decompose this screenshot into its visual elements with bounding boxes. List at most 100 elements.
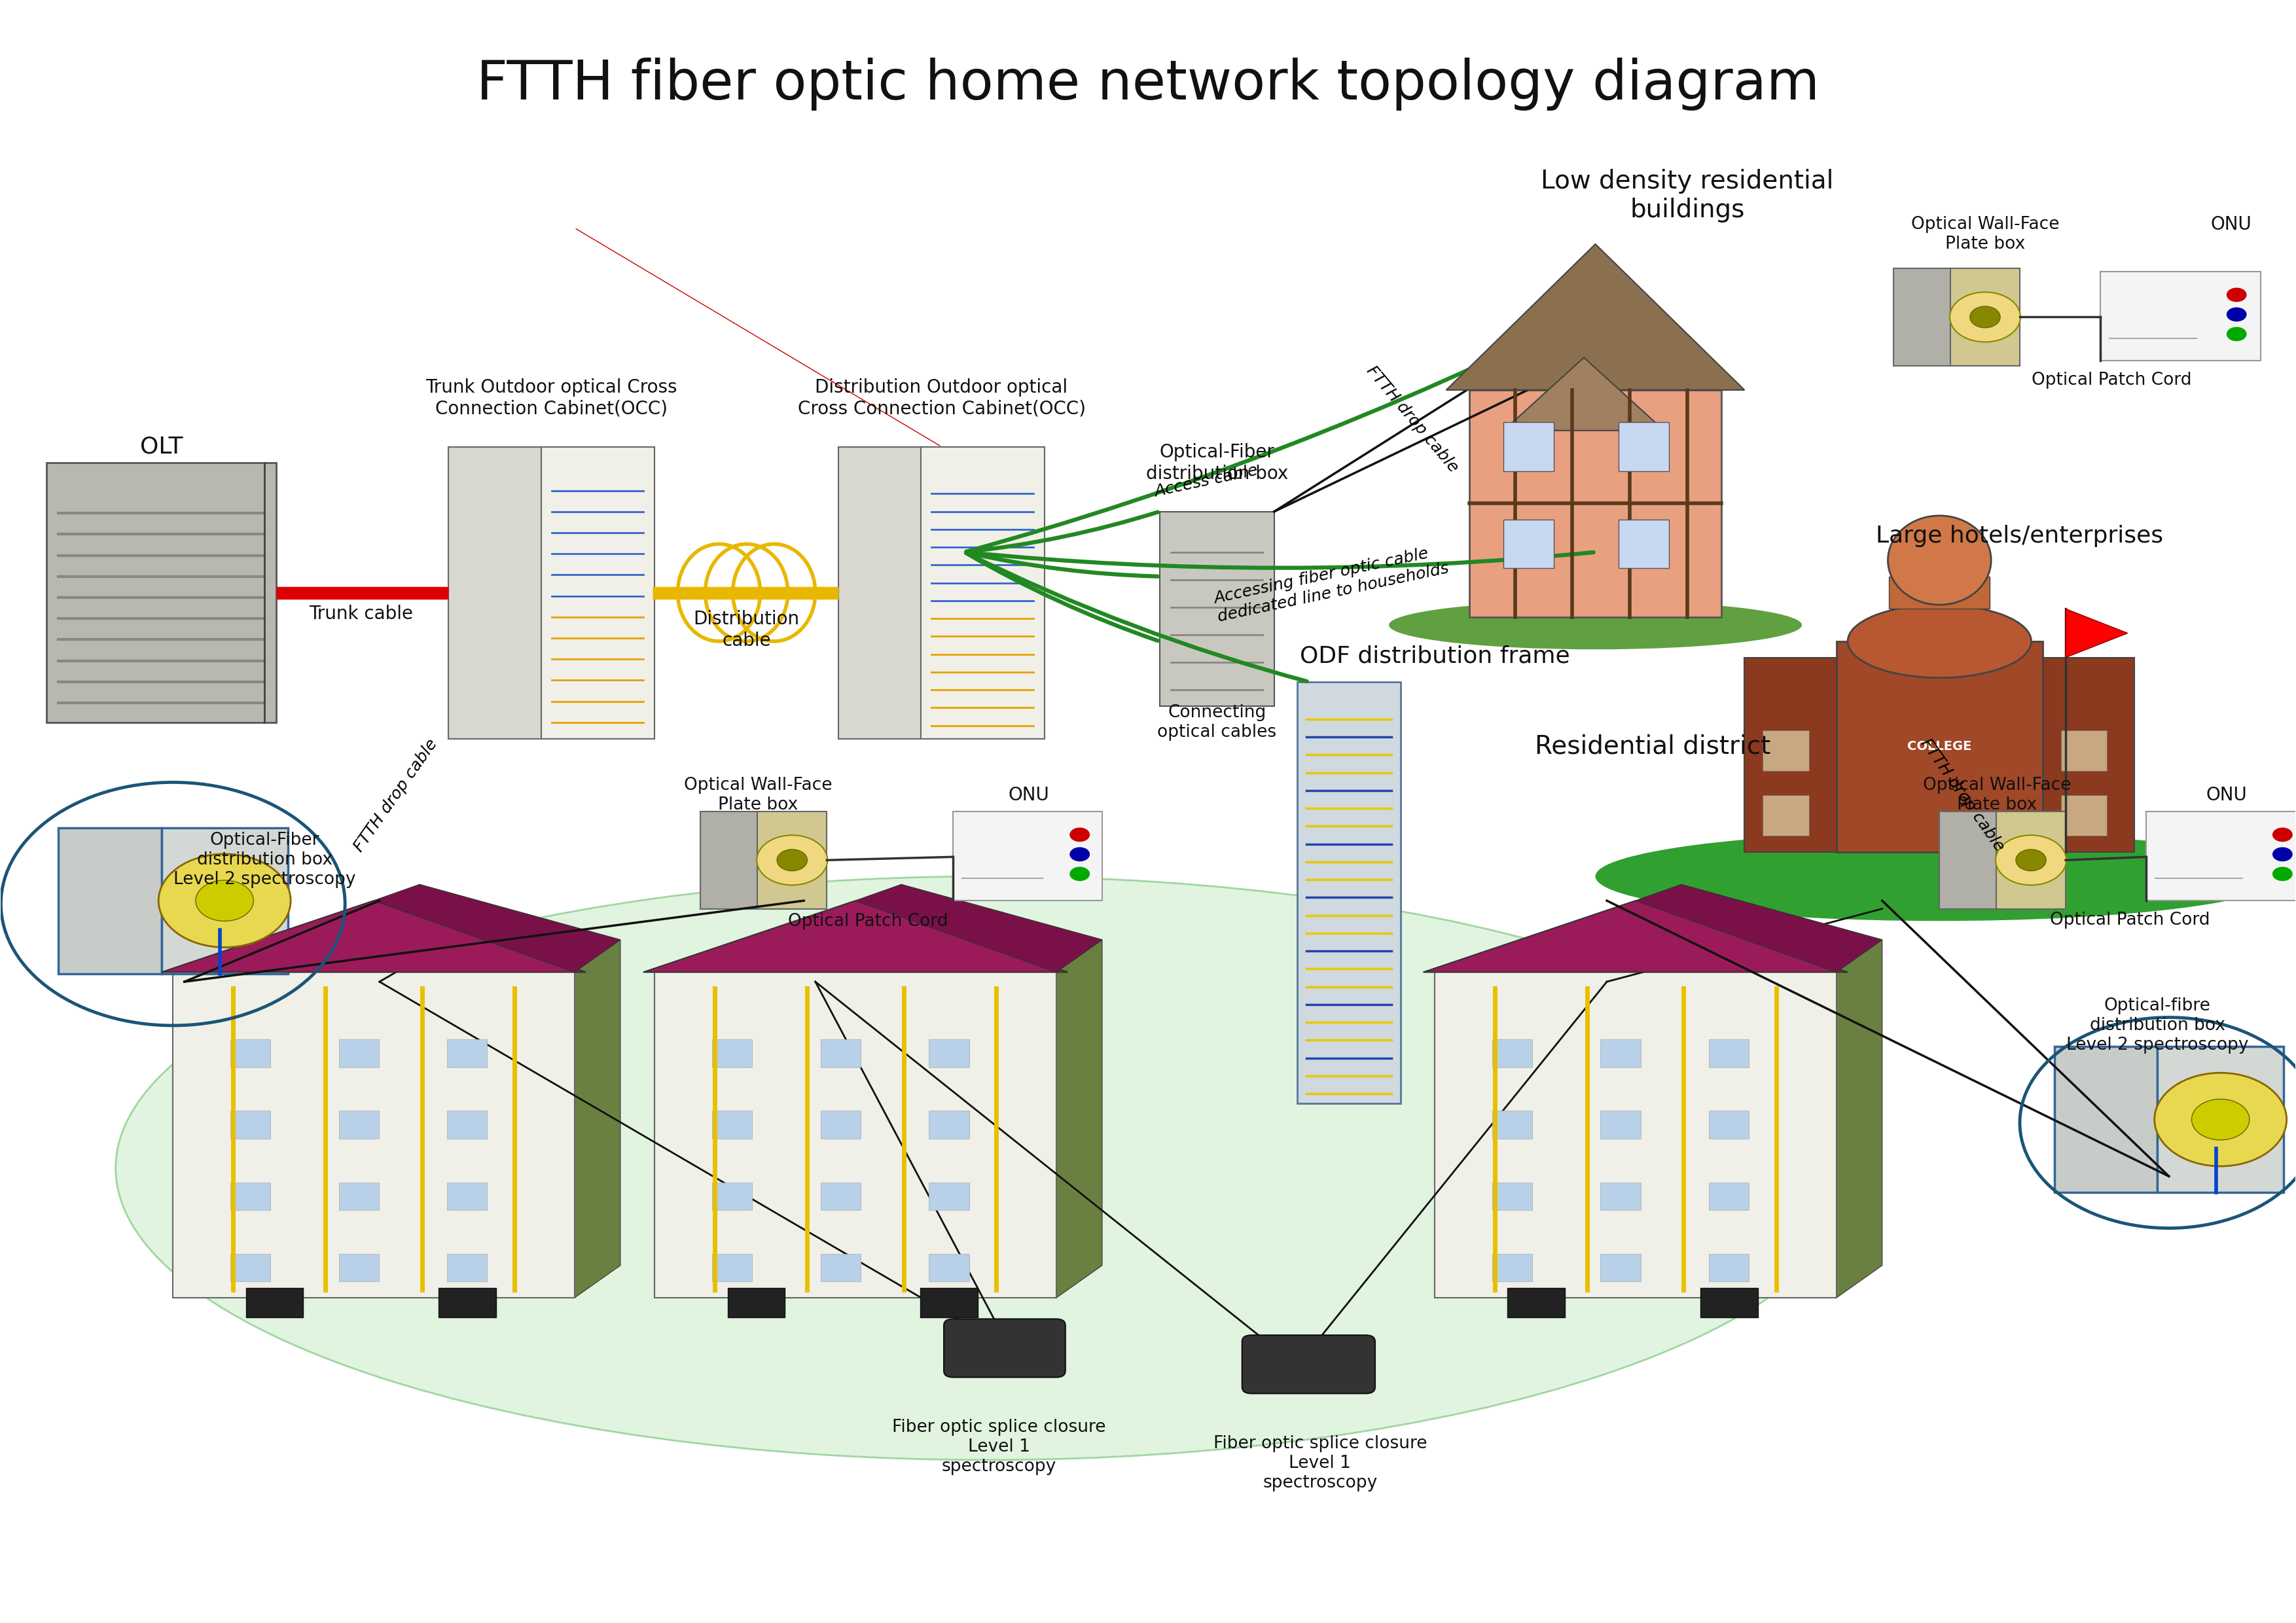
Text: Optical-fibre
distribution box
Level 2 spectroscopy: Optical-fibre distribution box Level 2 s… — [2066, 998, 2248, 1053]
Bar — [1701, 1289, 1759, 1318]
Text: Distribution Outdoor optical
Cross Connection Cabinet(OCC): Distribution Outdoor optical Cross Conne… — [797, 378, 1086, 417]
Ellipse shape — [1596, 831, 2285, 920]
Text: Optical-Fiber
distribution box: Optical-Fiber distribution box — [1146, 443, 1288, 482]
FancyBboxPatch shape — [700, 812, 758, 909]
Bar — [654, 972, 1056, 1298]
Ellipse shape — [115, 876, 1860, 1461]
Bar — [2043, 657, 2135, 852]
Bar — [1837, 641, 2043, 852]
Ellipse shape — [1515, 487, 1630, 536]
Text: ONU: ONU — [2211, 216, 2252, 234]
Text: Low density residential
buildings: Low density residential buildings — [1541, 169, 1835, 222]
Text: FTTH fiber optic home network topology diagram: FTTH fiber optic home network topology d… — [478, 58, 1818, 110]
Bar — [448, 1039, 487, 1068]
Bar — [246, 1289, 303, 1318]
Polygon shape — [374, 885, 620, 972]
Bar — [1600, 1039, 1642, 1068]
Ellipse shape — [1389, 601, 1802, 649]
Bar — [1469, 390, 1722, 617]
FancyBboxPatch shape — [1940, 812, 1995, 909]
FancyBboxPatch shape — [838, 446, 921, 738]
Circle shape — [2227, 326, 2248, 341]
Text: Optical Wall-Face
Plate box: Optical Wall-Face Plate box — [1922, 777, 2071, 813]
Bar — [712, 1110, 753, 1139]
Text: Trunk Outdoor optical Cross
Connection Cabinet(OCC): Trunk Outdoor optical Cross Connection C… — [425, 378, 677, 417]
Text: FTTH drop cable: FTTH drop cable — [351, 737, 441, 855]
FancyBboxPatch shape — [1949, 268, 2020, 365]
Bar — [728, 1289, 785, 1318]
Circle shape — [2227, 287, 2248, 302]
Text: FTTH drop cable: FTTH drop cable — [1364, 364, 1463, 476]
FancyBboxPatch shape — [1242, 1336, 1375, 1394]
Ellipse shape — [1848, 605, 2032, 678]
Circle shape — [2227, 307, 2248, 321]
Bar — [820, 1182, 861, 1211]
Text: Connecting
optical cables: Connecting optical cables — [1157, 704, 1277, 740]
Bar — [230, 1110, 271, 1139]
Circle shape — [2273, 828, 2294, 842]
Bar — [172, 972, 574, 1298]
Circle shape — [1070, 847, 1091, 862]
FancyBboxPatch shape — [953, 812, 1102, 901]
FancyBboxPatch shape — [46, 463, 276, 722]
Bar — [1745, 657, 1837, 852]
Circle shape — [158, 854, 292, 948]
Circle shape — [776, 849, 808, 872]
Bar — [448, 1255, 487, 1282]
Bar — [820, 1110, 861, 1139]
Polygon shape — [161, 901, 585, 972]
FancyBboxPatch shape — [2055, 1047, 2158, 1193]
Text: ONU: ONU — [2206, 786, 2248, 805]
Bar — [1600, 1255, 1642, 1282]
Circle shape — [2154, 1073, 2287, 1167]
Text: OLT: OLT — [140, 435, 184, 458]
Bar — [820, 1039, 861, 1068]
Bar — [1708, 1039, 1750, 1068]
Bar — [1504, 519, 1554, 568]
Bar — [1763, 795, 1809, 836]
Bar — [1619, 519, 1669, 568]
Text: Residential district: Residential district — [1534, 734, 1770, 760]
FancyBboxPatch shape — [57, 828, 161, 974]
Text: Accessing fiber optic cable
dedicated line to households: Accessing fiber optic cable dedicated li… — [1212, 542, 1451, 625]
Bar — [2062, 730, 2108, 771]
Bar — [1890, 576, 1991, 609]
Polygon shape — [1837, 940, 1883, 1298]
Circle shape — [2193, 1099, 2250, 1139]
Bar — [1708, 1182, 1750, 1211]
Bar — [1708, 1110, 1750, 1139]
Bar — [1492, 1182, 1531, 1211]
Bar — [1508, 1289, 1566, 1318]
Polygon shape — [574, 940, 620, 1298]
FancyBboxPatch shape — [1894, 268, 1949, 365]
Text: Trunk cable: Trunk cable — [310, 604, 413, 623]
Bar — [439, 1289, 496, 1318]
Bar — [712, 1255, 753, 1282]
Circle shape — [2273, 867, 2294, 881]
Bar — [340, 1110, 379, 1139]
Polygon shape — [1446, 243, 1745, 390]
Bar — [340, 1182, 379, 1211]
Bar — [230, 1182, 271, 1211]
Bar — [340, 1039, 379, 1068]
FancyBboxPatch shape — [758, 812, 827, 909]
Bar — [1492, 1110, 1531, 1139]
Circle shape — [1070, 867, 1091, 881]
Bar — [921, 1289, 978, 1318]
Circle shape — [1970, 307, 2000, 328]
Bar — [930, 1182, 969, 1211]
Bar — [712, 1039, 753, 1068]
Bar — [1763, 730, 1809, 771]
Text: Fiber optic splice closure
Level 1
spectroscopy: Fiber optic splice closure Level 1 spect… — [893, 1419, 1107, 1475]
Bar — [230, 1039, 271, 1068]
Text: Large hotels/enterprises: Large hotels/enterprises — [1876, 524, 2163, 547]
FancyBboxPatch shape — [2101, 271, 2262, 360]
Bar — [1708, 1255, 1750, 1282]
Bar — [712, 1182, 753, 1211]
Polygon shape — [2066, 609, 2128, 657]
Bar — [448, 1110, 487, 1139]
Bar — [230, 1255, 271, 1282]
FancyBboxPatch shape — [1995, 812, 2066, 909]
Bar — [1492, 1039, 1531, 1068]
Bar — [1492, 1255, 1531, 1282]
